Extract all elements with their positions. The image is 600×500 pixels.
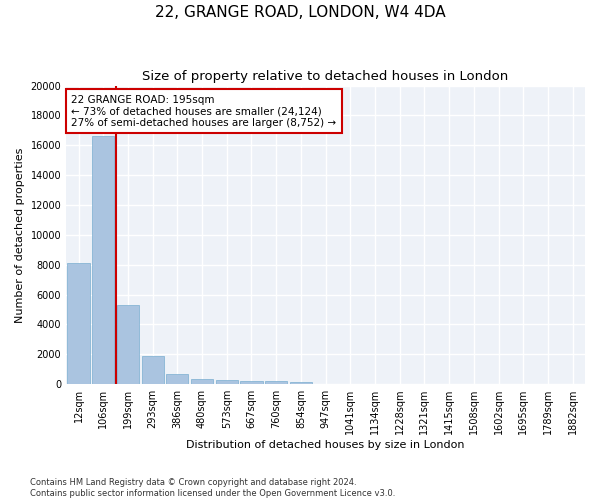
Bar	[117, 305, 139, 384]
Bar	[166, 374, 188, 384]
Bar	[191, 379, 213, 384]
Bar	[290, 382, 312, 384]
Bar	[92, 136, 115, 384]
Bar	[265, 382, 287, 384]
Y-axis label: Number of detached properties: Number of detached properties	[15, 147, 25, 322]
Text: 22, GRANGE ROAD, LONDON, W4 4DA: 22, GRANGE ROAD, LONDON, W4 4DA	[155, 5, 445, 20]
Bar	[241, 381, 263, 384]
Text: 22 GRANGE ROAD: 195sqm
← 73% of detached houses are smaller (24,124)
27% of semi: 22 GRANGE ROAD: 195sqm ← 73% of detached…	[71, 94, 337, 128]
Bar	[67, 263, 89, 384]
Title: Size of property relative to detached houses in London: Size of property relative to detached ho…	[142, 70, 509, 83]
Bar	[142, 356, 164, 384]
Text: Contains HM Land Registry data © Crown copyright and database right 2024.
Contai: Contains HM Land Registry data © Crown c…	[30, 478, 395, 498]
X-axis label: Distribution of detached houses by size in London: Distribution of detached houses by size …	[187, 440, 465, 450]
Bar	[215, 380, 238, 384]
